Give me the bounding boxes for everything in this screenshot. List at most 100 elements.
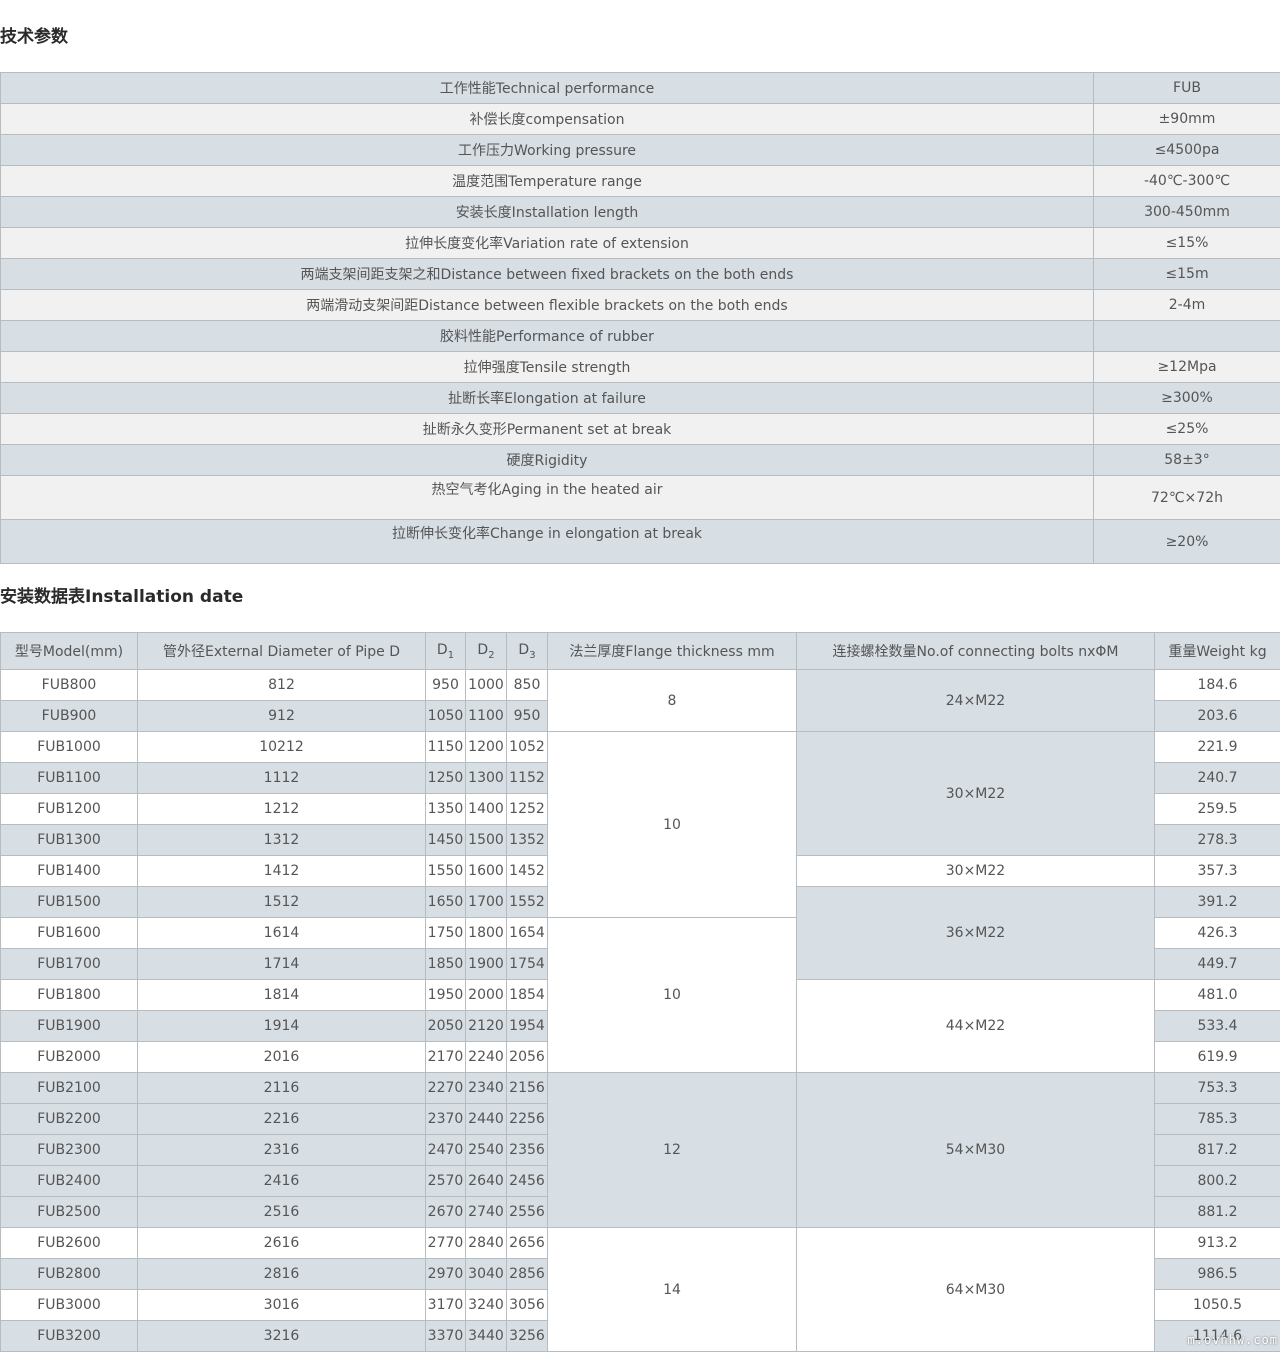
cell-model: FUB1400 <box>0 855 138 887</box>
cell-d3: 1954 <box>506 1010 548 1042</box>
perf-row: 工作压力Working pressure ≤4500pa <box>0 134 1280 166</box>
cell-model: FUB900 <box>0 700 138 732</box>
header-d3: D3 <box>506 632 548 670</box>
cell-d1: 2570 <box>425 1165 466 1197</box>
table-row: FUB2600 2616 2770 2840 2656 14 64×M30 913.2 <box>0 1227 1280 1352</box>
cell-bolts: 30×M22 <box>796 731 1155 856</box>
cell-d2: 2000 <box>465 979 507 1011</box>
cell-model: FUB1100 <box>0 762 138 794</box>
perf-parameter: 补偿长度compensation <box>0 103 1094 135</box>
cell-d1: 2470 <box>425 1134 466 1166</box>
perf-parameter: 温度范围Temperature range <box>0 165 1094 197</box>
perf-row: 拉伸强度Tensile strength ≥12Mpa <box>0 351 1280 383</box>
cell-pipe: 1512 <box>137 886 426 918</box>
cell-model: FUB2300 <box>0 1134 138 1166</box>
cell-model: FUB1800 <box>0 979 138 1011</box>
header-d2: D2 <box>465 632 507 670</box>
cell-d1: 3370 <box>425 1320 466 1352</box>
perf-parameter: 两端支架间距支架之和Distance between fixed bracket… <box>0 258 1094 290</box>
table-row: FUB2300 2316 2470 2540 2356 817.2 <box>0 1134 1280 1166</box>
cell-d3: 2456 <box>506 1165 548 1197</box>
cell-weight: 278.3 <box>1154 824 1280 856</box>
cell-d3: 1052 <box>506 731 548 763</box>
cell-d3: 1552 <box>506 886 548 918</box>
cell-weight: 753.3 <box>1154 1072 1280 1104</box>
cell-weight: 184.6 <box>1154 669 1280 701</box>
cell-pipe: 1914 <box>137 1010 426 1042</box>
cell-flange-thickness: 14 <box>547 1227 797 1352</box>
cell-weight: 259.5 <box>1154 793 1280 825</box>
cell-d3: 2156 <box>506 1072 548 1104</box>
header-d1: D1 <box>425 632 466 670</box>
perf-value: ≥300% <box>1093 382 1280 414</box>
cell-bolts: 36×M22 <box>796 886 1155 980</box>
cell-model: FUB2000 <box>0 1041 138 1073</box>
cell-d2: 1200 <box>465 731 507 763</box>
cell-weight: 221.9 <box>1154 731 1280 763</box>
cell-weight: 240.7 <box>1154 762 1280 794</box>
cell-model: FUB800 <box>0 669 138 701</box>
cell-pipe: 2316 <box>137 1134 426 1166</box>
cell-d1: 1750 <box>425 917 466 949</box>
cell-d3: 2556 <box>506 1196 548 1228</box>
section-title-installation: 安装数据表Installation date <box>0 587 244 607</box>
cell-model: FUB2100 <box>0 1072 138 1104</box>
cell-d3: 2356 <box>506 1134 548 1166</box>
perf-value: ≤25% <box>1093 413 1280 445</box>
cell-weight: 481.0 <box>1154 979 1280 1011</box>
cell-d2: 1000 <box>465 669 507 701</box>
table-row: FUB800 812 950 1000 850 8 24×M22 184.6 <box>0 669 1280 732</box>
cell-model: FUB2600 <box>0 1227 138 1259</box>
cell-d2: 2340 <box>465 1072 507 1104</box>
cell-d2: 3040 <box>465 1258 507 1290</box>
cell-pipe: 2116 <box>137 1072 426 1104</box>
cell-pipe: 912 <box>137 700 426 732</box>
cell-model: FUB1300 <box>0 824 138 856</box>
cell-pipe: 2416 <box>137 1165 426 1197</box>
cell-flange-thickness: 10 <box>547 917 797 1073</box>
watermark-text: m.ovhhw.com <box>1187 1333 1278 1347</box>
cell-weight: 785.3 <box>1154 1103 1280 1135</box>
cell-d3: 2856 <box>506 1258 548 1290</box>
cell-d1: 2370 <box>425 1103 466 1135</box>
table-row: FUB1800 1814 1950 2000 1854 44×M22 481.0 <box>0 979 1280 1073</box>
cell-d2: 2440 <box>465 1103 507 1135</box>
table-row: FUB2100 2116 2270 2340 2156 12 54×M30 753.3 <box>0 1072 1280 1228</box>
table-row: FUB2000 2016 2170 2240 2056 619.9 <box>0 1041 1280 1073</box>
cell-d1: 950 <box>425 669 466 701</box>
cell-d3: 3256 <box>506 1320 548 1352</box>
cell-d3: 1152 <box>506 762 548 794</box>
cell-d3: 950 <box>506 700 548 732</box>
perf-parameter: 硬度Rigidity <box>0 444 1094 476</box>
perf-value: 300-450mm <box>1093 196 1280 228</box>
cell-pipe: 2216 <box>137 1103 426 1135</box>
header-bolts: 连接螺栓数量No.of connecting bolts nxΦM <box>796 632 1155 670</box>
header-model: 型号Model(mm) <box>0 632 138 670</box>
cell-pipe: 1112 <box>137 762 426 794</box>
cell-d2: 2120 <box>465 1010 507 1042</box>
cell-d3: 1252 <box>506 793 548 825</box>
header-pipe-diameter: 管外径External Diameter of Pipe D <box>137 632 426 670</box>
cell-model: FUB3000 <box>0 1289 138 1321</box>
cell-d3: 1854 <box>506 979 548 1011</box>
perf-row: 扯断永久变形Permanent set at break ≤25% <box>0 413 1280 445</box>
cell-d2: 3440 <box>465 1320 507 1352</box>
cell-weight: 449.7 <box>1154 948 1280 980</box>
perf-parameter: 扯断永久变形Permanent set at break <box>0 413 1094 445</box>
cell-d2: 1900 <box>465 948 507 980</box>
cell-d1: 1050 <box>425 700 466 732</box>
cell-pipe: 1614 <box>137 917 426 949</box>
cell-model: FUB1900 <box>0 1010 138 1042</box>
table-row: FUB1000 10212 1150 1200 1052 10 30×M22 221.9 <box>0 731 1280 918</box>
cell-weight: 619.9 <box>1154 1041 1280 1073</box>
table-row: FUB1400 1412 1550 1600 1452 30×M22 357.3 <box>0 855 1280 887</box>
cell-weight: 986.5 <box>1154 1258 1280 1290</box>
perf-value: ≤4500pa <box>1093 134 1280 166</box>
cell-weight: 1050.5 <box>1154 1289 1280 1321</box>
cell-model: FUB1200 <box>0 793 138 825</box>
cell-d1: 1850 <box>425 948 466 980</box>
cell-pipe: 1212 <box>137 793 426 825</box>
cell-model: FUB2400 <box>0 1165 138 1197</box>
cell-d1: 2170 <box>425 1041 466 1073</box>
perf-row: 胶料性能Performance of rubber <box>0 320 1280 352</box>
